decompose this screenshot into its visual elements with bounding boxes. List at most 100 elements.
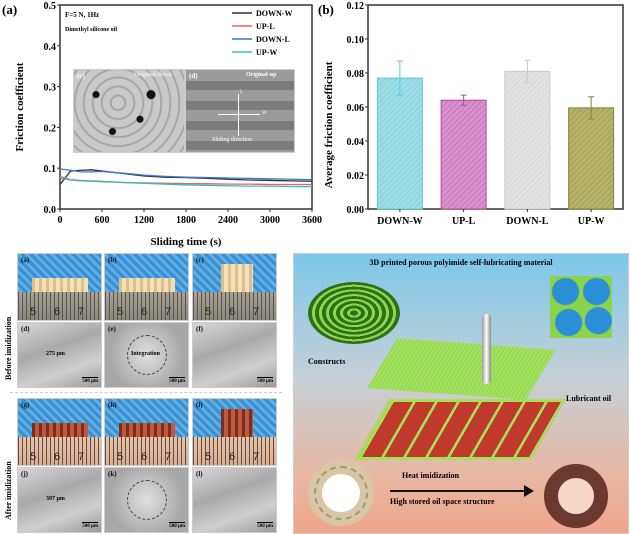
ruler-number: 5: [117, 451, 124, 463]
y-tick-label: 0.0: [44, 205, 57, 216]
ruler-number: 5: [30, 306, 37, 318]
sample-photo: (a) 5 6 7: [17, 253, 102, 321]
legend-entry: UP-L: [256, 22, 275, 31]
process-arrow: [390, 490, 530, 492]
panel-label: (a): [21, 256, 30, 264]
inset-d-micrograph: (d) Original-up L W Sliding direction: [185, 69, 295, 153]
ruler-number: 6: [54, 451, 61, 463]
charts: (a) Friction coefficient Sliding time (s…: [2, 1, 624, 248]
x-tick-label: 600: [95, 215, 110, 226]
inset-label: (d): [189, 72, 198, 80]
series-line-down-w: [59, 169, 313, 185]
constructs-label: Constructs: [308, 357, 346, 366]
bar-up-w: [568, 107, 615, 210]
ruler-number: 5: [30, 451, 37, 463]
sem-image: (j) 397 μm 500 μm: [17, 467, 102, 533]
legend-entry: DOWN-W: [256, 9, 292, 18]
sample-photo: (b) 5 6 7: [104, 253, 189, 321]
sem-image: (f) 500 μm: [192, 322, 277, 388]
scale-bar: 500 μm: [257, 377, 273, 384]
ruler: [193, 437, 276, 465]
x-tick-label: UP-W: [578, 216, 605, 227]
ruler-number: 7: [78, 451, 85, 463]
ruler-number: 7: [253, 306, 260, 318]
pore-zoom-box: [550, 276, 612, 338]
y-tick-label: 0.12: [347, 1, 365, 12]
y-tick-label: 0.08: [347, 69, 365, 80]
divider: [10, 392, 282, 393]
ruler-number: 6: [229, 451, 236, 463]
inset-caption: Sliding direction: [212, 137, 253, 143]
y-tick-label: 0.1: [44, 164, 57, 175]
bar-down-l: [504, 70, 551, 210]
x-tick-label: 3600: [302, 215, 322, 226]
x-tick-label: DOWN-W: [377, 216, 423, 227]
x-tick-label: 3000: [260, 215, 280, 226]
panel-label: (b): [108, 256, 117, 264]
bar-down-w: [376, 77, 423, 210]
ruler: [18, 292, 101, 320]
y-tick-label: 0.4: [44, 42, 57, 53]
sample-photo: (c) 5 6 7: [192, 253, 277, 321]
y-axis-label-a: Friction coefficient: [14, 62, 26, 151]
panel-label: (h): [108, 401, 117, 409]
panel-label: (d): [21, 325, 30, 333]
series-line-down-l: [59, 168, 313, 181]
printed-sample: [32, 278, 88, 292]
inset-label: (c): [77, 72, 85, 80]
scale-bar: 500 μm: [257, 522, 273, 529]
x-axis-label-a: Sliding time (s): [151, 236, 222, 248]
scale-bar: 500 μm: [169, 377, 185, 384]
arrow-label-l: L: [240, 90, 244, 95]
ruler-number: 7: [78, 306, 85, 318]
y-tick-label: 0.3: [44, 83, 57, 94]
schematic-panel: 3D printed porous polyimide self-lubrica…: [293, 253, 629, 534]
scale-bar: 500 μm: [82, 377, 98, 384]
ruler-number: 5: [205, 451, 212, 463]
ruler-number: 6: [141, 306, 148, 318]
x-tick-label: 0: [58, 215, 63, 226]
legend-entry: DOWN-L: [256, 35, 290, 44]
ruler-number: 5: [117, 306, 124, 318]
ruler: [18, 437, 101, 465]
ruler-number: 7: [253, 451, 260, 463]
inset-title: Original-up: [246, 72, 277, 78]
ruler-number: 7: [165, 451, 172, 463]
x-tick-label: 1800: [176, 215, 196, 226]
integration-circle: [127, 480, 167, 520]
legend-entry: UP-W: [256, 48, 277, 57]
panel-label-a: (a): [2, 2, 17, 17]
scale-bar: 500 μm: [82, 522, 98, 529]
panel-label: (i): [196, 401, 203, 409]
result-label: High stored oil space structure: [390, 497, 495, 506]
y-tick-label: 0.5: [44, 1, 57, 12]
y-axis-label-b: Average friction coefficient: [323, 61, 335, 188]
sem-image: (k) 500 μm: [104, 467, 189, 533]
annotation-lubricant: Dimethyl silicone oil: [65, 27, 117, 33]
y-tick-label: 0.10: [347, 35, 365, 46]
ruler-number: 6: [141, 451, 148, 463]
sem-image: (e) Integration 500 μm: [104, 322, 189, 388]
arrow-label-w: W: [262, 111, 267, 116]
inset-c-micrograph: (c) Original-down: [73, 69, 185, 153]
panel-label-b: (b): [318, 2, 334, 17]
inset-title: Original-down: [134, 72, 172, 78]
panel-label: (e): [108, 325, 116, 333]
printed-sample: [119, 423, 175, 437]
x-tick-label: 1200: [134, 215, 154, 226]
schematic-title: 3D printed porous polyimide self-lubrica…: [369, 258, 553, 267]
image-annotation: 397 μm: [46, 496, 65, 502]
panel-label: (c): [196, 256, 204, 264]
construct-ring: [308, 282, 400, 344]
sample-photo: (i) 5 6 7: [192, 398, 277, 466]
x-tick-label: DOWN-L: [506, 216, 549, 227]
y-tick-label: 0.2: [44, 123, 57, 134]
x-tick-label: UP-L: [452, 216, 476, 227]
panel-label: (f): [196, 325, 203, 333]
ruler-number: 6: [229, 306, 236, 318]
y-tick-label: 0.04: [347, 137, 365, 148]
lattice-layers: [354, 399, 566, 460]
scale-bar: 500 μm: [169, 522, 185, 529]
printed-sample: [221, 264, 253, 294]
print-nozzle: [482, 314, 491, 384]
